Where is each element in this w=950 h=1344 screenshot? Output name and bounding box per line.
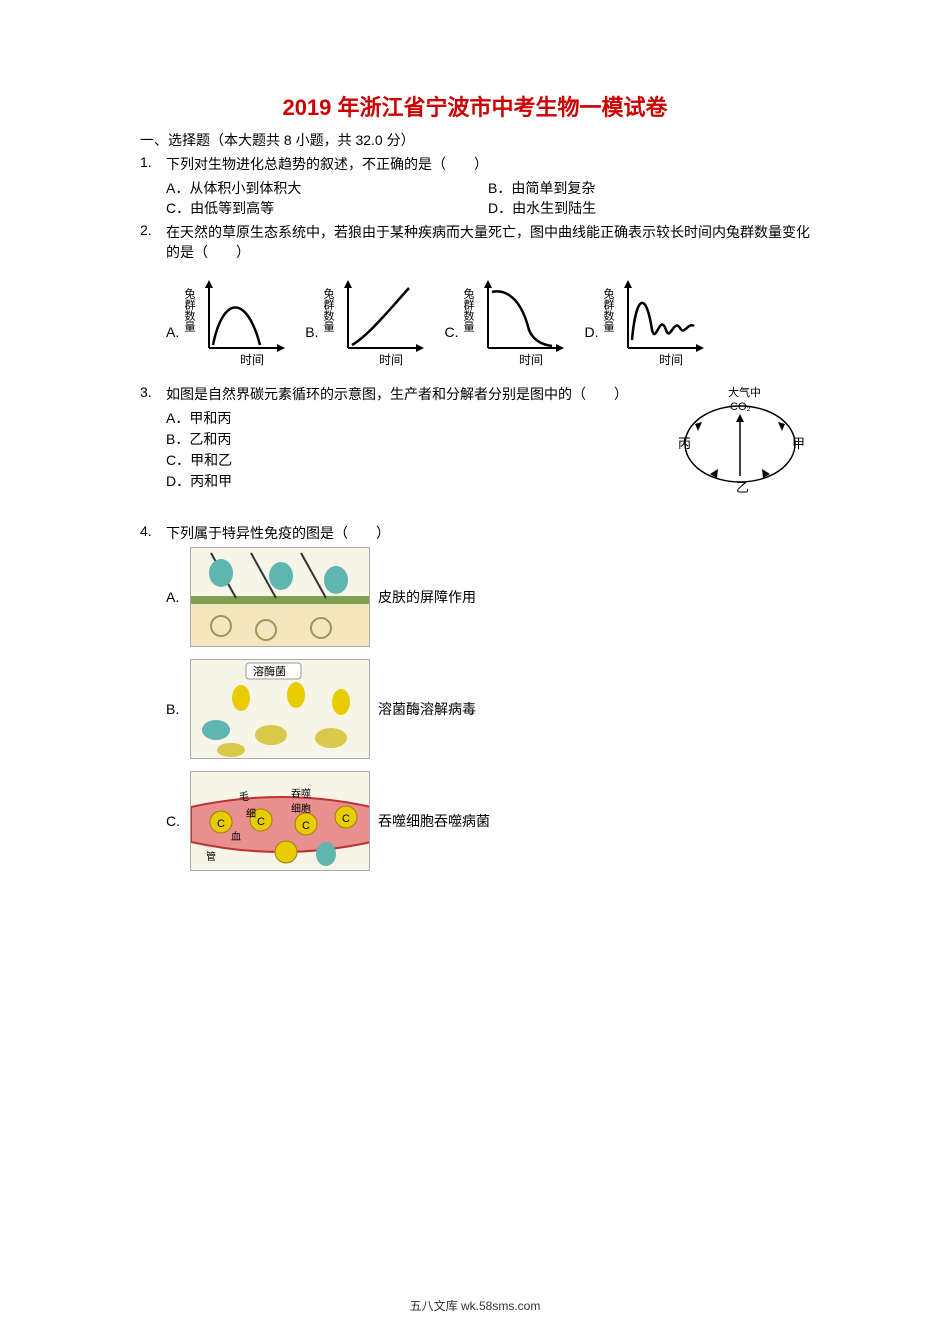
q1-optA: A．从体积小到体积大 bbox=[166, 178, 488, 198]
q4-optB: B. 溶酶菌 溶菌酶溶解病毒 bbox=[166, 659, 810, 759]
q4-optC: C. C C C C 毛 吞噬 细 细胞 血 管 吞噬细胞吞噬病菌 bbox=[166, 771, 810, 871]
q2-xlabel-B: 时间 bbox=[379, 353, 403, 367]
q1-optB: B．由简单到复杂 bbox=[488, 178, 810, 198]
svg-text:兔群数量: 兔群数量 bbox=[324, 287, 335, 332]
q2-label-A: A. bbox=[166, 324, 179, 340]
svg-text:细: 细 bbox=[246, 807, 256, 820]
q2-xlabel-C: 时间 bbox=[519, 353, 543, 367]
footer: 五八文库 wk.58sms.com bbox=[0, 1297, 950, 1314]
q3-optD: D．丙和甲 bbox=[166, 471, 670, 492]
q4-B-innerlabel: 溶酶菌 bbox=[253, 664, 286, 678]
q1-options-row2: C．由低等到高等 D．由水生到陆生 bbox=[166, 198, 810, 218]
q2-label-B: B. bbox=[305, 324, 318, 340]
q2-svg-D: 兔群数量 时间 bbox=[604, 270, 714, 370]
q4-B-caption: 溶菌酶溶解病毒 bbox=[378, 699, 476, 719]
q4-A-image bbox=[190, 547, 370, 647]
q2-xlabel-A: 时间 bbox=[240, 353, 264, 367]
svg-text:毛: 毛 bbox=[239, 791, 249, 803]
q3-num: 3. bbox=[140, 384, 166, 404]
q2-xlabel-D: 时间 bbox=[659, 353, 683, 367]
q1-text: 下列对生物进化总趋势的叙述，不正确的是（ ） bbox=[166, 154, 810, 174]
q3-bottom: 乙 bbox=[736, 480, 749, 495]
q2-graph-D: D. 兔群数量 时间 bbox=[584, 270, 714, 370]
q2-label-C: C. bbox=[444, 324, 458, 340]
q2-label-D: D. bbox=[584, 324, 598, 340]
svg-text:兔群数量: 兔群数量 bbox=[185, 287, 196, 332]
q2-graphs: A. 兔群数量 时间 B. 兔群数量 时间 C. 兔群数量 bbox=[166, 270, 810, 370]
svg-text:C: C bbox=[217, 818, 225, 830]
q3-left: 丙 bbox=[678, 436, 691, 451]
q3-optB: B．乙和丙 bbox=[166, 429, 670, 450]
q4-num: 4. bbox=[140, 523, 166, 543]
svg-text:兔群数量: 兔群数量 bbox=[604, 287, 615, 332]
carbon-cycle-svg: 大气中 CO₂ 丙 甲 乙 bbox=[670, 384, 810, 504]
q2-num: 2. bbox=[140, 222, 166, 262]
q4-B-image: 溶酶菌 bbox=[190, 659, 370, 759]
q4-C-letter: C. bbox=[166, 813, 190, 829]
q2-svg-B: 兔群数量 时间 bbox=[324, 270, 434, 370]
q2-graph-B: B. 兔群数量 时间 bbox=[305, 270, 434, 370]
q4-optA: A. 皮肤的屏障作用 bbox=[166, 547, 810, 647]
question-1: 1. 下列对生物进化总趋势的叙述，不正确的是（ ） bbox=[140, 154, 810, 174]
q4-text: 下列属于特异性免疫的图是（ ） bbox=[166, 523, 810, 543]
svg-text:C: C bbox=[302, 820, 310, 832]
svg-text:兔群数量: 兔群数量 bbox=[464, 287, 475, 332]
q1-options-row1: A．从体积小到体积大 B．由简单到复杂 bbox=[166, 178, 810, 198]
question-3-row: 3. 如图是自然界碳元素循环的示意图，生产者和分解者分别是图中的（ ） A．甲和… bbox=[140, 384, 810, 509]
q3-right: 甲 bbox=[792, 436, 805, 451]
q1-optD: D．由水生到陆生 bbox=[488, 198, 810, 218]
svg-text:细胞: 细胞 bbox=[291, 802, 311, 815]
q4-A-letter: A. bbox=[166, 589, 190, 605]
q4-C-image: C C C C 毛 吞噬 细 细胞 血 管 bbox=[190, 771, 370, 871]
q4-A-caption: 皮肤的屏障作用 bbox=[378, 587, 476, 607]
q2-svg-C: 兔群数量 时间 bbox=[464, 270, 574, 370]
question-4: 4. 下列属于特异性免疫的图是（ ） bbox=[140, 523, 810, 543]
q3-text: 如图是自然界碳元素循环的示意图，生产者和分解者分别是图中的（ ） bbox=[166, 384, 670, 404]
question-3: 3. 如图是自然界碳元素循环的示意图，生产者和分解者分别是图中的（ ） bbox=[140, 384, 670, 404]
q1-num: 1. bbox=[140, 154, 166, 174]
section-header: 一、选择题（本大题共 8 小题，共 32.0 分） bbox=[140, 130, 810, 150]
svg-text:吞噬: 吞噬 bbox=[291, 787, 311, 800]
page-title: 2019 年浙江省宁波市中考生物一模试卷 bbox=[140, 90, 810, 122]
q4-B-letter: B. bbox=[166, 701, 190, 717]
q3-optA: A．甲和丙 bbox=[166, 408, 670, 429]
q2-svg-A: 兔群数量 时间 bbox=[185, 270, 295, 370]
svg-text:管: 管 bbox=[206, 850, 216, 863]
q3-toplabel: 大气中 bbox=[728, 385, 761, 399]
q2-graph-C: C. 兔群数量 时间 bbox=[444, 270, 574, 370]
svg-text:C: C bbox=[257, 816, 265, 828]
question-2: 2. 在天然的草原生态系统中，若狼由于某种疾病而大量死亡，图中曲线能正确表示较长… bbox=[140, 222, 810, 262]
q3-optC: C．甲和乙 bbox=[166, 450, 670, 471]
svg-text:血: 血 bbox=[231, 830, 241, 843]
q2-text: 在天然的草原生态系统中，若狼由于某种疾病而大量死亡，图中曲线能正确表示较长时间内… bbox=[166, 222, 810, 262]
q3-diagram: 大气中 CO₂ 丙 甲 乙 bbox=[670, 384, 810, 509]
svg-text:C: C bbox=[342, 813, 350, 825]
q1-optC: C．由低等到高等 bbox=[166, 198, 488, 218]
q4-C-caption: 吞噬细胞吞噬病菌 bbox=[378, 811, 490, 831]
q2-graph-A: A. 兔群数量 时间 bbox=[166, 270, 295, 370]
